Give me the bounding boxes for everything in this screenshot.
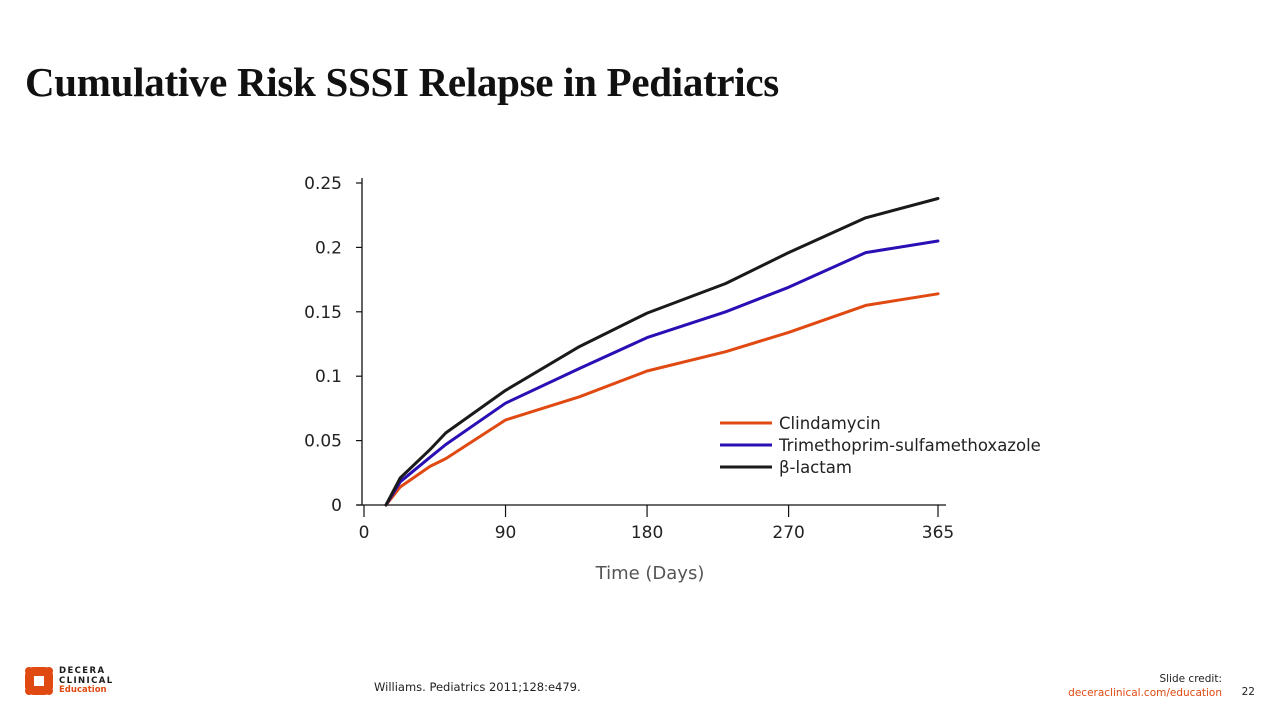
logo-text-education: Education	[59, 685, 107, 695]
slide-title: Cumulative Risk SSSI Relapse in Pediatri…	[25, 59, 779, 105]
slide-credit-label: Slide credit:	[1159, 673, 1222, 685]
legend-label: β-lactam	[779, 458, 852, 477]
slide-credit-link[interactable]: deceraclinical.com/education	[1068, 687, 1222, 699]
chart-series	[384, 197, 940, 507]
x-tick-label: 0	[359, 523, 370, 543]
decera-logo: DECERA CLINICAL Education	[25, 666, 114, 696]
x-axis-title: Time (Days)	[595, 563, 705, 584]
page-number: 22	[1241, 686, 1255, 698]
x-tick-label: 270	[772, 523, 804, 543]
x-tick-label: 180	[631, 523, 663, 543]
chart-axes: 0 0.05 0.1 0.15 0.2 0.25 0 90 180 270 365	[304, 174, 954, 543]
logo-text-decera: DECERA	[59, 666, 106, 676]
citation: Williams. Pediatrics 2011;128:e479.	[374, 680, 581, 694]
y-tick-label: 0.1	[315, 367, 342, 387]
y-tick-label: 0.25	[304, 174, 342, 194]
y-tick-label: 0.05	[304, 432, 342, 452]
slide-credit: Slide credit: deceraclinical.com/educati…	[1068, 672, 1222, 700]
chart-legend: Clindamycin Trimethoprim-sulfamethoxazole…	[720, 414, 1041, 477]
series-line-2	[384, 197, 940, 507]
series-line-0	[384, 292, 940, 507]
y-tick-label: 0.15	[304, 303, 342, 323]
legend-label: Clindamycin	[779, 414, 881, 433]
x-tick-label: 365	[922, 523, 954, 543]
y-tick-label: 0	[331, 496, 342, 516]
series-line-1	[384, 239, 940, 507]
decera-logo-icon	[25, 667, 53, 696]
y-tick-label: 0.2	[315, 238, 342, 258]
legend-label: Trimethoprim-sulfamethoxazole	[778, 436, 1041, 455]
logo-text-clinical: CLINICAL	[59, 675, 114, 686]
x-tick-label: 90	[495, 523, 517, 543]
